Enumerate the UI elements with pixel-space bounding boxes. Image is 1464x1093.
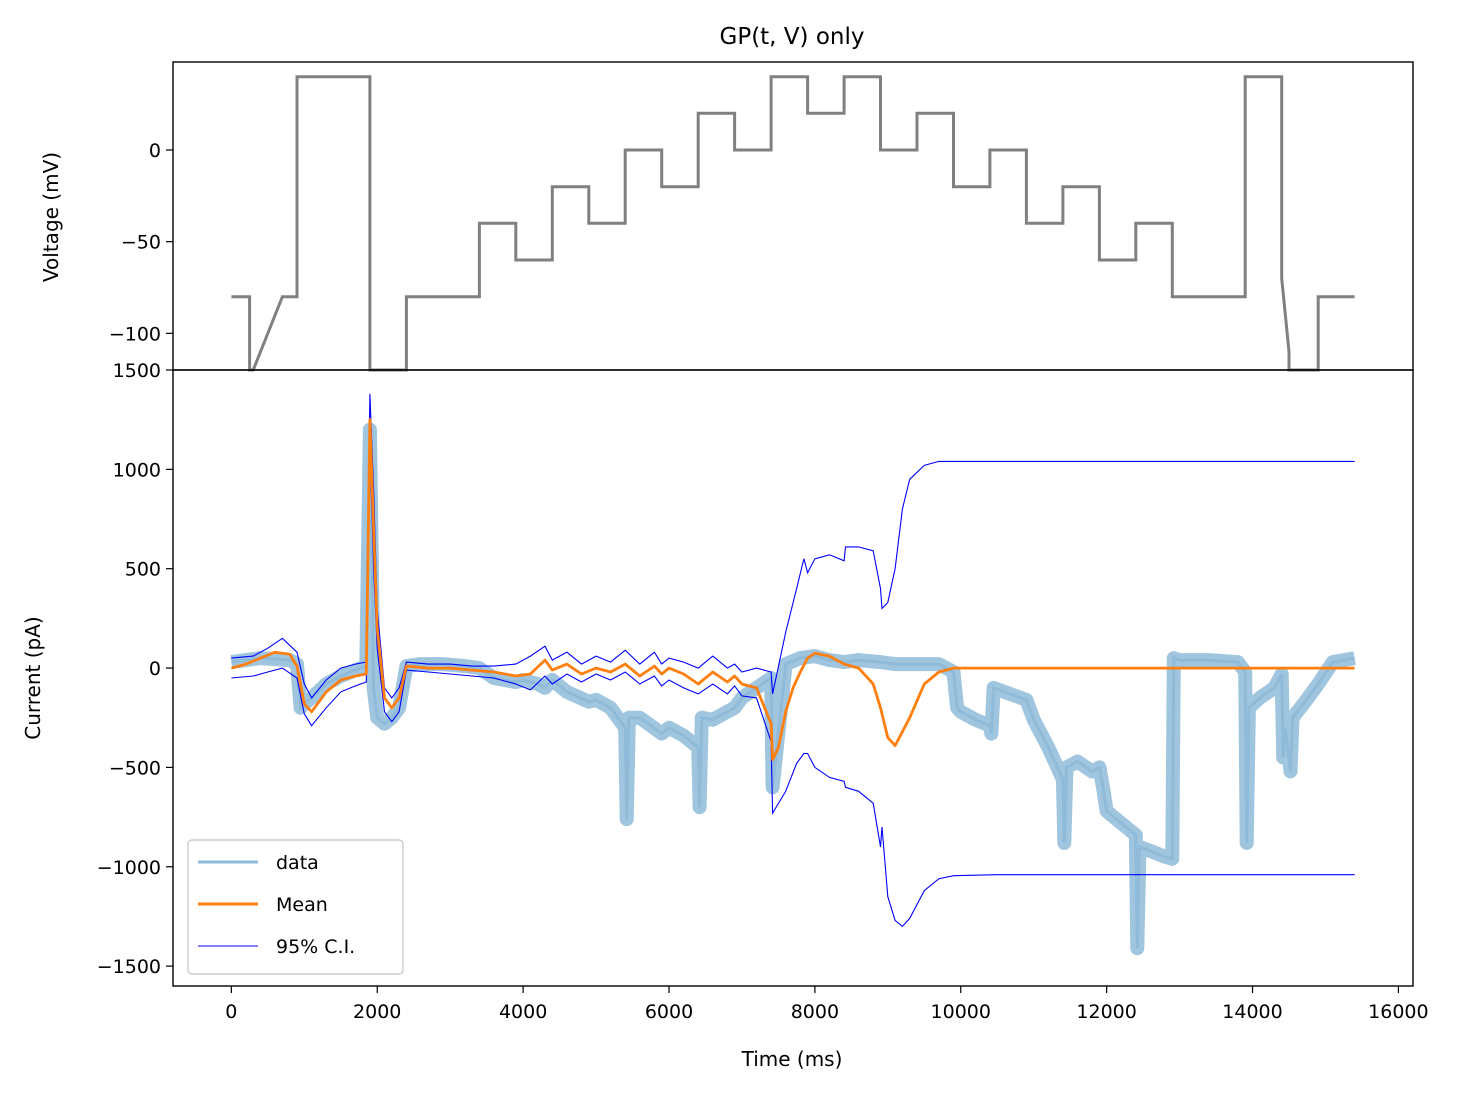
current-ytick-label: −1000	[97, 857, 161, 879]
legend-label-mean: Mean	[276, 894, 328, 916]
current-ytick-label: 0	[149, 658, 161, 680]
voltage-panel: 0 −50 −100	[109, 61, 1414, 372]
plot-title: GP(t, V) only	[720, 24, 865, 50]
time-xtick-label: 2000	[353, 1001, 401, 1023]
time-xtick-label: 8000	[791, 1001, 839, 1023]
legend-label-ci: 95% C.I.	[276, 936, 355, 958]
legend-box	[187, 839, 404, 975]
time-xtick-label: 6000	[645, 1001, 693, 1023]
ci-upper-line	[231, 393, 1355, 699]
data-series-line	[231, 429, 1355, 949]
voltage-ytick-label: −100	[109, 323, 161, 345]
time-xtick-label: 4000	[499, 1001, 547, 1023]
voltage-axis-title: Voltage (mV)	[39, 152, 63, 282]
time-xtick-label: 0	[225, 1001, 237, 1023]
voltage-line	[231, 75, 1355, 372]
current-axes-frame	[172, 369, 1414, 987]
mean-line	[231, 418, 1355, 761]
voltage-ytick-label: −50	[121, 232, 161, 254]
legend: data Mean 95% C.I.	[187, 839, 404, 975]
current-panel: 1500 1000 500 0 −500 −1000 −1500 0 2000 4000 6000 8…	[97, 360, 1429, 1023]
time-xtick-label: 12000	[1076, 1001, 1136, 1023]
current-axis-title: Current (pA)	[21, 616, 45, 739]
current-ytick-label: 1500	[113, 360, 161, 382]
current-ytick-label: −500	[109, 757, 161, 779]
time-xtick-label: 14000	[1222, 1001, 1282, 1023]
time-axis-title: Time (ms)	[741, 1047, 843, 1071]
time-xtick-label: 10000	[931, 1001, 991, 1023]
legend-label-data: data	[276, 852, 319, 874]
current-ytick-label: −1500	[97, 956, 161, 978]
current-ytick-label: 500	[125, 559, 161, 581]
time-xtick-label: 16000	[1368, 1001, 1428, 1023]
voltage-axes-frame	[172, 61, 1414, 371]
current-ytick-label: 1000	[113, 459, 161, 481]
voltage-ytick-label: 0	[149, 140, 161, 162]
